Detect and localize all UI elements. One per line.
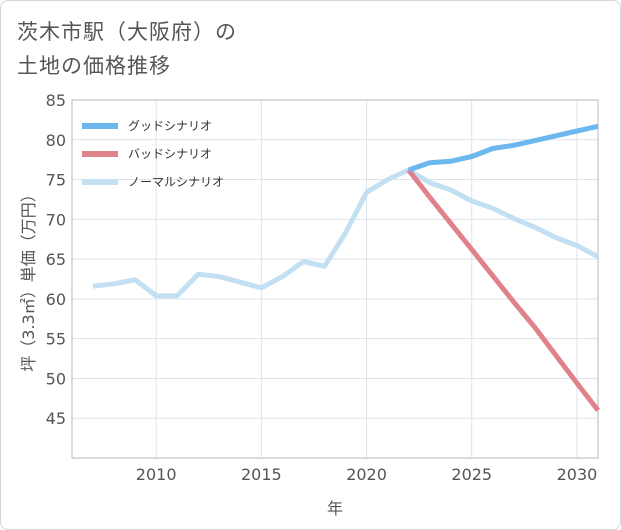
y-tick-label: 80 — [46, 131, 66, 150]
legend-label-3[interactable]: ノーマルシナリオ — [128, 175, 224, 189]
x-axis-ticks: 2010 2015 2020 2025 2030 — [136, 465, 598, 484]
y-axis-ticks: 45 50 55 60 65 70 75 80 85 — [46, 91, 66, 428]
grid-lines — [72, 99, 598, 458]
y-tick-label: 45 — [46, 409, 66, 428]
series-line-2 — [406, 168, 600, 412]
x-tick-label: 2025 — [451, 465, 492, 484]
x-tick-label: 2010 — [136, 465, 177, 484]
y-tick-label: 70 — [46, 210, 66, 229]
y-axis-title: 坪（3.3㎡）単価（万円） — [19, 186, 38, 371]
y-tick-label: 55 — [46, 330, 66, 349]
y-tick-label: 50 — [46, 369, 66, 388]
y-tick-label: 60 — [46, 290, 66, 309]
x-tick-label: 2015 — [241, 465, 282, 484]
series-line-1 — [407, 123, 599, 173]
x-tick-label: 2030 — [557, 465, 598, 484]
y-tick-label: 75 — [46, 171, 66, 190]
plot-area-frame — [71, 99, 599, 459]
series-line-3 — [92, 167, 600, 299]
y-tick-label: 85 — [46, 91, 66, 110]
legend-label-2[interactable]: バッドシナリオ — [128, 147, 212, 161]
y-tick-label: 65 — [46, 250, 66, 269]
page-title: 茨木市駅（大阪府）の 土地の価格推移 — [17, 20, 237, 78]
series-lines — [92, 123, 600, 412]
x-tick-label: 2020 — [346, 465, 387, 484]
x-axis-title: 年 — [327, 499, 343, 518]
legend-label-1[interactable]: グッドシナリオ — [128, 119, 212, 133]
